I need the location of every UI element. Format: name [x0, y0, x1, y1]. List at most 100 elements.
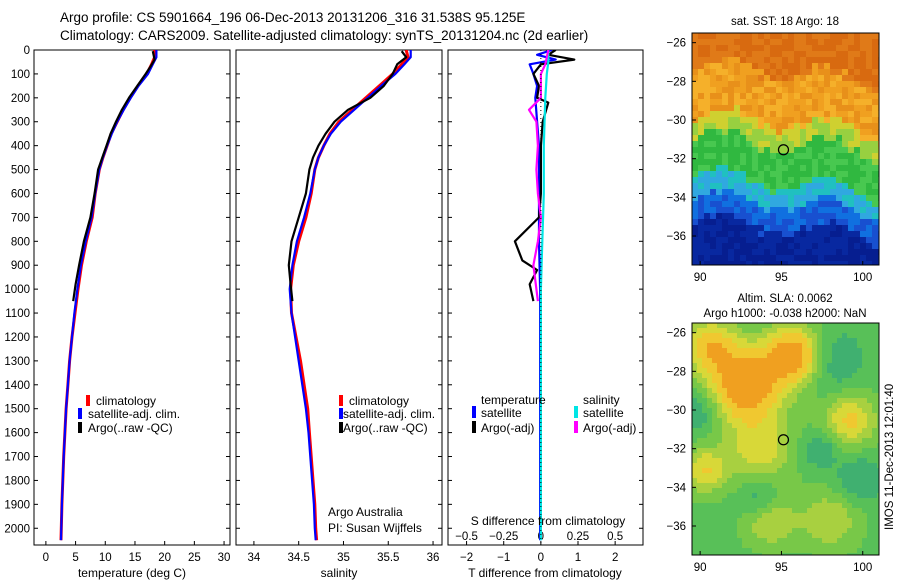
sla-cell [877, 503, 879, 509]
sst-cell [824, 45, 831, 52]
sla-cell [717, 433, 723, 439]
sla-cell [702, 498, 708, 504]
sla-cell [747, 508, 753, 514]
sst-cell [764, 33, 771, 40]
sst-cell [740, 183, 747, 190]
sla-cell [762, 533, 768, 539]
sst-cell [800, 213, 807, 220]
sst-cell [770, 135, 777, 142]
sla-cell [817, 503, 823, 509]
sla-cell [702, 468, 708, 474]
legend-label: Argo(..raw -QC) [343, 421, 428, 435]
sla-cell [842, 458, 848, 464]
legend-label: satellite [481, 406, 522, 420]
sla-cell [762, 498, 768, 504]
sst-cell [842, 207, 849, 214]
sst-cell [806, 177, 813, 184]
sla-cell [817, 323, 823, 329]
sla-cell [792, 358, 798, 364]
sla-cell [827, 483, 833, 489]
profile-title: Argo profile: CS 5901664_196 06-Dec-2013… [60, 10, 526, 25]
sst-cell [800, 63, 807, 70]
sst-cell [728, 219, 735, 226]
sst-cell [728, 75, 735, 82]
sla-cell [822, 523, 828, 529]
sst-cell [704, 171, 711, 178]
sla-cell [712, 538, 718, 544]
sla-cell [772, 448, 778, 454]
sla-cell [842, 493, 848, 499]
sla-cell [812, 423, 818, 429]
sla-cell [692, 448, 698, 454]
sla-cell [797, 458, 803, 464]
legend-swatch-t-satellite [472, 406, 476, 418]
sla-cell [757, 433, 763, 439]
sla-cell [862, 353, 868, 359]
sst-cell [746, 69, 753, 76]
sla-cell [692, 548, 698, 554]
sla-cell [787, 518, 793, 524]
sla-cell [797, 508, 803, 514]
sst-cell [776, 39, 783, 46]
sla-cell [842, 528, 848, 534]
sst-cell [800, 141, 807, 148]
sst-cell [842, 219, 849, 226]
sst-cell [710, 207, 717, 214]
sla-cell [782, 358, 788, 364]
sla-cell [817, 388, 823, 394]
sst-cell [710, 249, 717, 256]
sla-cell [797, 388, 803, 394]
sla-cell [727, 368, 733, 374]
depth-tick-label: 700 [11, 212, 30, 224]
sla-cell [742, 493, 748, 499]
sst-cell [770, 45, 777, 52]
sla-cell [717, 358, 723, 364]
depth-tick-label: 1300 [4, 356, 30, 368]
sst-cell [728, 141, 735, 148]
sla-cell [767, 468, 773, 474]
sst-cell [806, 33, 813, 40]
sla-cell [842, 328, 848, 334]
sst-cell [716, 171, 723, 178]
sst-cell [734, 249, 741, 256]
sst-cell [770, 117, 777, 124]
sla-cell [772, 338, 778, 344]
sst-cell [806, 243, 813, 250]
sla-cell [827, 503, 833, 509]
sla-cell [847, 483, 853, 489]
sst-map-title: sat. SST: 18 Argo: 18 [731, 16, 839, 28]
sst-cell [836, 189, 843, 196]
sst-cell [872, 69, 879, 76]
sla-cell [717, 533, 723, 539]
sst-cell [812, 261, 819, 265]
temperature-xlabel: temperature (deg C) [78, 566, 186, 580]
sst-cell [812, 195, 819, 202]
sla-cell [852, 388, 858, 394]
sst-cell [806, 93, 813, 100]
sla-cell [782, 453, 788, 459]
sst-cell [824, 183, 831, 190]
sla-cell [737, 458, 743, 464]
sst-cell [746, 225, 753, 232]
sla-cell [862, 343, 868, 349]
sla-cell [852, 423, 858, 429]
sst-cell [800, 261, 807, 265]
sla-cell [712, 473, 718, 479]
sst-cell [740, 63, 747, 70]
sla-cell [717, 523, 723, 529]
sst-cell [806, 195, 813, 202]
sla-cell [787, 363, 793, 369]
x-tick-label: 10 [99, 552, 112, 564]
sst-cell [752, 189, 759, 196]
sla-cell [697, 373, 703, 379]
sst-cell [770, 39, 777, 46]
sla-cell [827, 453, 833, 459]
sla-cell [717, 453, 723, 459]
sla-cell [782, 483, 788, 489]
sla-cell [772, 348, 778, 354]
sst-cell [794, 39, 801, 46]
sst-cell [746, 255, 753, 262]
sst-cell [752, 75, 759, 82]
sla-cell [742, 498, 748, 504]
sst-cell [746, 213, 753, 220]
